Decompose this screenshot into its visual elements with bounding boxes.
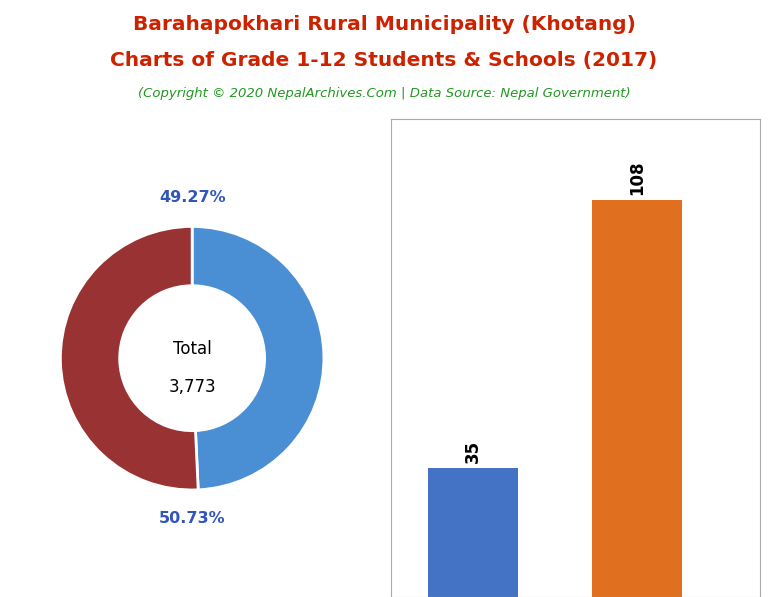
Text: 50.73%: 50.73% [159,512,226,527]
Text: Barahapokhari Rural Municipality (Khotang): Barahapokhari Rural Municipality (Khotan… [133,15,635,34]
Text: 35: 35 [465,440,482,463]
Text: (Copyright © 2020 NepalArchives.Com | Data Source: Nepal Government): (Copyright © 2020 NepalArchives.Com | Da… [137,87,631,100]
Text: 108: 108 [628,160,647,195]
Text: 3,773: 3,773 [168,378,216,396]
Text: 49.27%: 49.27% [159,190,226,205]
Text: Total: Total [173,340,211,358]
Wedge shape [61,226,198,490]
Text: Charts of Grade 1-12 Students & Schools (2017): Charts of Grade 1-12 Students & Schools … [111,51,657,70]
Bar [429,469,518,597]
Bar [592,200,683,597]
Wedge shape [192,226,324,490]
